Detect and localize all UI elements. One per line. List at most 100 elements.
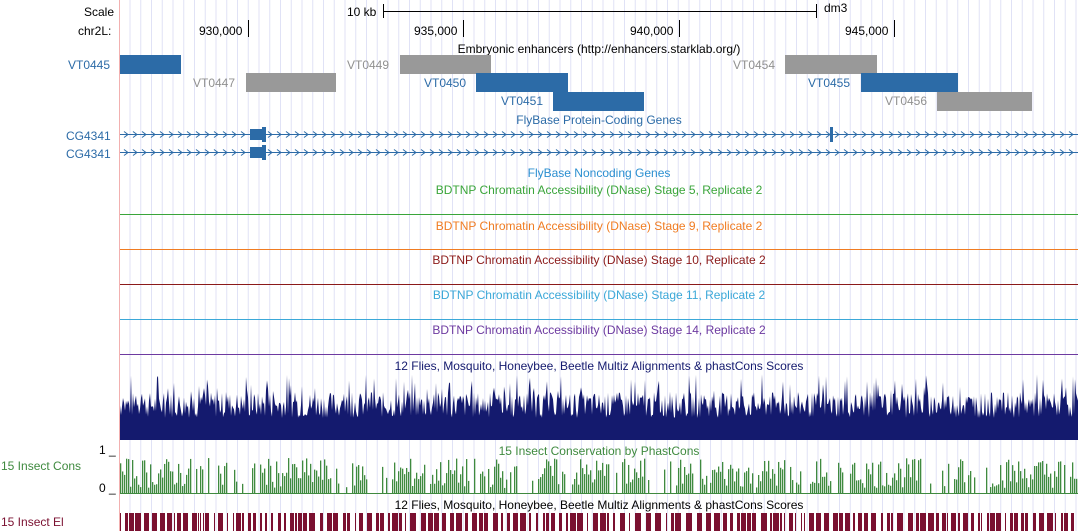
enhancer-label[interactable]: VT0455 xyxy=(808,76,851,90)
dnase-track-signal[interactable] xyxy=(120,214,1078,215)
phastcons-bar xyxy=(154,484,156,494)
protein-coding-genes-title: FlyBase Protein-Coding Genes xyxy=(516,113,682,127)
phastcons-bar xyxy=(706,475,708,494)
enhancer-feature[interactable] xyxy=(246,73,336,92)
phastcons-bar xyxy=(724,478,726,494)
strand-arrow xyxy=(492,131,498,138)
phastcons-bar xyxy=(548,461,550,494)
phastcons-bar xyxy=(626,483,628,494)
phastcons-bar xyxy=(316,470,318,494)
conserved-element xyxy=(804,513,805,531)
phastcons-bar xyxy=(630,482,632,494)
phastcons-bar xyxy=(958,467,960,494)
conserved-element xyxy=(295,513,297,531)
gene-models[interactable] xyxy=(120,126,1078,162)
phastcons-bar xyxy=(444,483,446,494)
enhancer-feature[interactable] xyxy=(120,55,181,74)
phastcons-bar xyxy=(1002,480,1004,494)
enhancer-feature[interactable] xyxy=(861,73,958,92)
strand-arrow xyxy=(168,131,174,138)
conserved-element xyxy=(192,513,197,531)
phastcons-bar xyxy=(800,471,802,494)
conserved-element xyxy=(897,513,903,531)
strand-arrow xyxy=(915,149,921,156)
strand-arrow xyxy=(123,131,129,138)
conserved-element xyxy=(174,513,175,531)
phastcons-bar xyxy=(484,476,486,494)
phastcons-bar xyxy=(290,478,292,494)
phastcons-bar xyxy=(456,458,458,494)
enhancer-label[interactable]: VT0450 xyxy=(424,76,467,90)
conserved-element xyxy=(253,513,256,531)
strand-arrow xyxy=(177,131,183,138)
strand-arrow xyxy=(960,149,966,156)
phastcons-bar xyxy=(188,468,190,494)
elements-track-label[interactable]: 15 Insect El xyxy=(1,515,64,529)
phastcons-bar xyxy=(604,475,606,494)
phastcons-bar xyxy=(286,472,288,494)
phastcons-bar xyxy=(634,468,636,494)
enhancer-label[interactable]: VT0456 xyxy=(885,94,928,108)
phastcons-bar xyxy=(1070,476,1072,494)
strand-arrow xyxy=(285,149,291,156)
conserved-elements[interactable] xyxy=(120,513,1078,531)
strand-arrow xyxy=(1068,131,1074,138)
phastcons-bar xyxy=(254,463,256,494)
conserved-element xyxy=(990,513,995,531)
ruler-tick xyxy=(894,20,895,37)
strand-arrow xyxy=(321,149,327,156)
phastcons-bar xyxy=(750,483,752,494)
phastcons-bar xyxy=(688,473,690,494)
strand-arrow xyxy=(753,131,759,138)
phastcons-bar xyxy=(898,463,900,494)
enhancer-label[interactable]: VT0449 xyxy=(347,58,390,72)
phastcons-bar xyxy=(866,463,868,494)
gene-label[interactable]: CG4341 xyxy=(66,147,111,161)
strand-arrow xyxy=(339,131,345,138)
phastcons-wiggle[interactable] xyxy=(120,457,1078,494)
phastcons-bar xyxy=(126,458,128,494)
strand-arrow xyxy=(231,149,237,156)
conserved-element xyxy=(987,513,989,531)
strand-arrow xyxy=(618,131,624,138)
phastcons-bar xyxy=(442,485,444,494)
enhancer-feature[interactable] xyxy=(937,92,1032,111)
enhancer-label[interactable]: VT0451 xyxy=(501,94,544,108)
dnase-track-signal[interactable] xyxy=(120,354,1078,355)
phastcons-bar xyxy=(862,483,864,494)
enhancer-feature[interactable] xyxy=(553,92,644,111)
strand-arrow xyxy=(708,131,714,138)
dnase-track-signal[interactable] xyxy=(120,319,1078,320)
conserved-element xyxy=(198,513,199,531)
strand-arrow xyxy=(483,149,489,156)
strand-arrow xyxy=(267,149,273,156)
enhancer-label[interactable]: VT0454 xyxy=(733,58,776,72)
enhancer-feature[interactable] xyxy=(400,55,491,74)
phastcons-track-label[interactable]: 15 Insect Cons xyxy=(1,459,82,473)
enhancer-feature[interactable] xyxy=(785,55,877,74)
phastcons-bar xyxy=(970,471,972,494)
enhancer-feature[interactable] xyxy=(476,73,568,92)
conserved-element xyxy=(858,513,862,531)
strand-arrow xyxy=(465,149,471,156)
phastcons-bar xyxy=(798,484,800,494)
enhancer-label[interactable]: VT0445 xyxy=(68,58,111,72)
strand-arrow xyxy=(672,149,678,156)
strand-arrow xyxy=(564,149,570,156)
phastcons-bar xyxy=(302,460,304,494)
strand-arrow xyxy=(438,149,444,156)
dnase-track-signal[interactable] xyxy=(120,249,1078,250)
multiz-conservation-wiggle[interactable] xyxy=(120,372,1078,440)
strand-arrow xyxy=(186,131,192,138)
conserved-element xyxy=(891,513,893,531)
conserved-element xyxy=(996,513,1001,531)
conserved-element xyxy=(1061,513,1063,531)
conserved-element xyxy=(577,513,583,531)
enhancer-label[interactable]: VT0447 xyxy=(193,76,236,90)
strand-arrow xyxy=(951,149,957,156)
phastcons-bar xyxy=(292,464,294,494)
gene-label[interactable]: CG4341 xyxy=(66,129,111,143)
phastcons-bar xyxy=(136,476,138,494)
dnase-track-signal[interactable] xyxy=(120,284,1078,285)
